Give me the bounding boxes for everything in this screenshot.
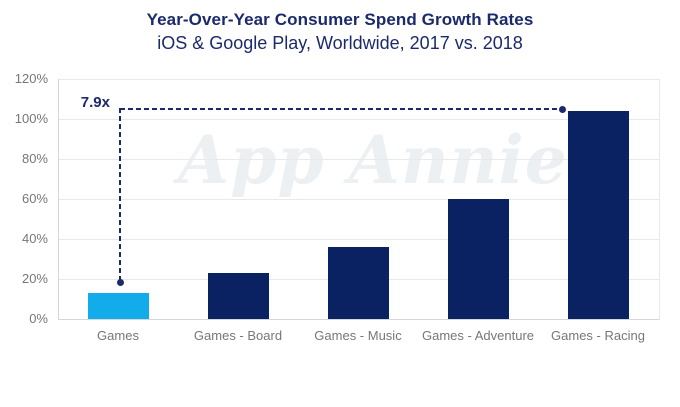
annotation-dashed-line-horizontal	[120, 108, 561, 110]
x-tick-label-2: Games - Board	[193, 328, 283, 343]
y-tick-label-40%: 40%	[21, 231, 48, 246]
y-tick-label-60%: 60%	[21, 191, 48, 206]
chart-title: Year-Over-Year Consumer Spend Growth Rat…	[146, 10, 534, 29]
bar-games-adventure	[447, 199, 509, 319]
annotation-dot-left	[116, 279, 124, 286]
bar-games-board	[207, 273, 269, 319]
gridline-100%	[59, 119, 659, 120]
x-tick-label-4: Games - Adventure	[422, 328, 534, 343]
y-tick-label-0%: 0%	[29, 311, 48, 326]
x-tick-label-5: Games - Racing	[551, 328, 645, 343]
x-tick-label-3: Games - Music	[314, 328, 402, 343]
bar-games	[87, 293, 149, 319]
bar-games-racing	[567, 111, 629, 319]
gridline-80%	[59, 159, 659, 160]
annotation-dashed-line-vertical	[119, 108, 121, 282]
gridline-60%	[59, 199, 659, 200]
gridline-40%	[59, 239, 659, 240]
chart-subtitle: iOS & Google Play, Worldwide, 2017 vs. 2…	[157, 33, 523, 53]
y-tick-label-80%: 80%	[21, 151, 48, 166]
bar-games-music	[327, 247, 389, 319]
y-tick-label-120%: 120%	[14, 71, 48, 86]
ratio-annotation-label: 7.9x	[80, 94, 110, 111]
gridline-120%	[59, 79, 659, 80]
y-tick-label-20%: 20%	[21, 271, 48, 286]
annotation-dot-right	[558, 105, 566, 113]
x-tick-label-1: Games	[97, 328, 139, 343]
y-tick-label-100%: 100%	[14, 111, 48, 126]
